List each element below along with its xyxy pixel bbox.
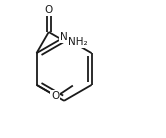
Text: NH₂: NH₂ [68,37,88,47]
Text: O: O [45,5,53,15]
Text: N: N [60,32,68,42]
Text: O: O [51,91,59,101]
